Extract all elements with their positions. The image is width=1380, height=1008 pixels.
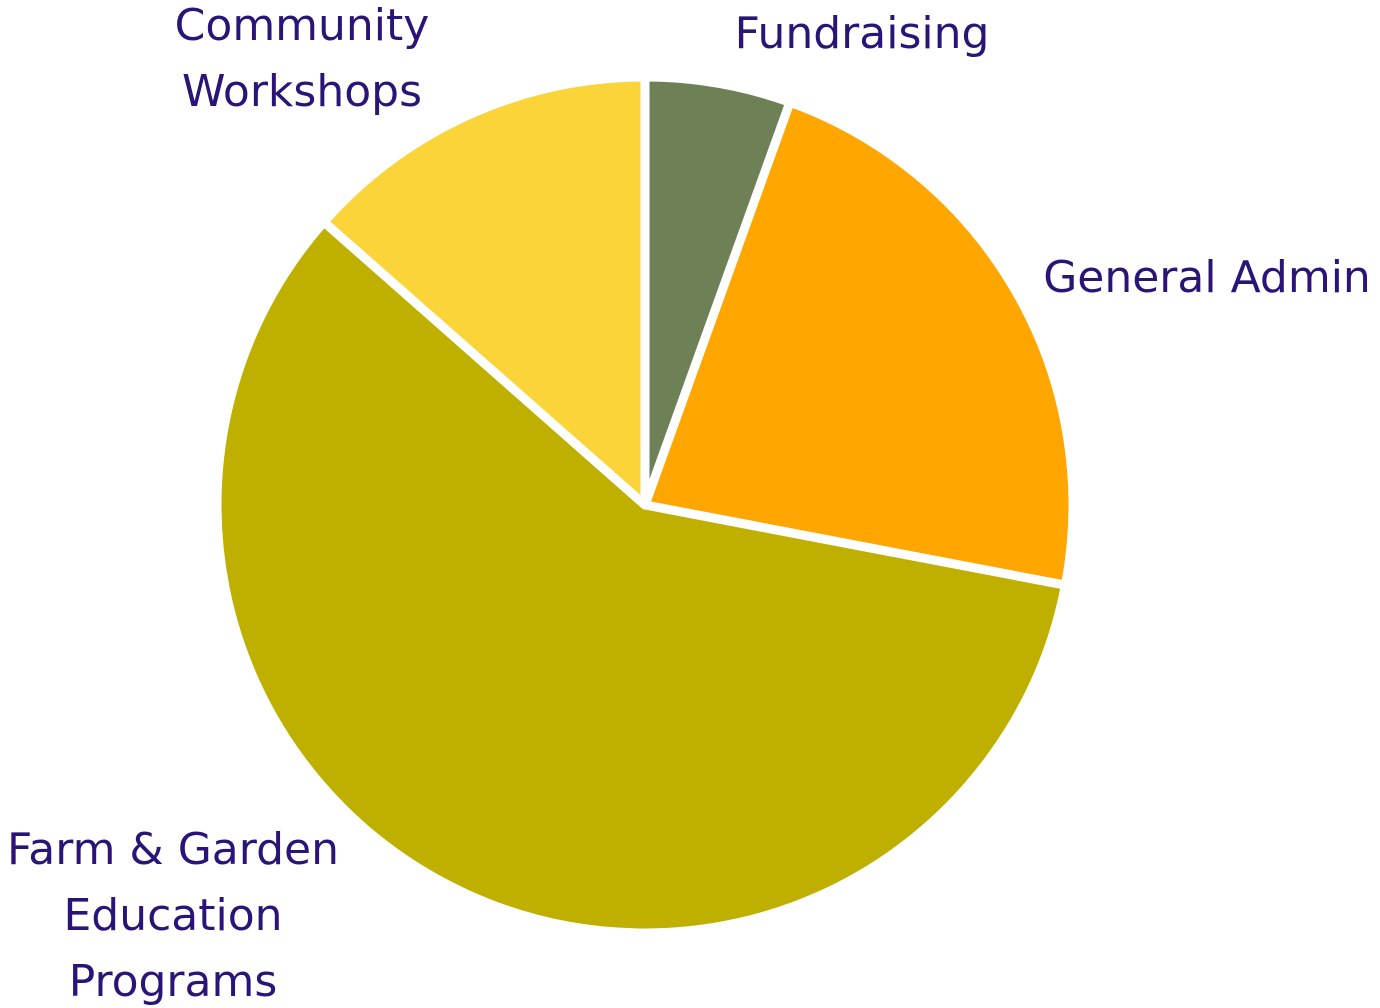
pie-slices (212, 72, 1078, 938)
pie-label-line: Workshops (182, 66, 422, 117)
pie-label-line: General Admin (1043, 252, 1371, 303)
pie-label-line: Programs (69, 956, 278, 1007)
pie-label-line: Community (175, 0, 430, 51)
pie-label-community-workshops: Community Workshops (175, 0, 430, 117)
pie-slice-general-admin (640, 97, 1078, 590)
pie-slice-farm-and-garden-education-programs (212, 217, 1070, 938)
pie-label-line: Fundraising (735, 8, 990, 59)
pie-label-farm-and-garden-education-programs: Farm & Garden Education Programs (7, 824, 339, 1007)
pie-label-fundraising: Fundraising (735, 8, 990, 59)
pie-label-line: Farm & Garden (7, 824, 339, 875)
pie-label-line: Education (63, 890, 282, 941)
pie-slice-community-workshops (319, 72, 650, 510)
pie-label-general-admin: General Admin (1043, 252, 1371, 303)
pie-labels: Fundraising General Admin Farm & Garden Edu… (7, 0, 1371, 1007)
